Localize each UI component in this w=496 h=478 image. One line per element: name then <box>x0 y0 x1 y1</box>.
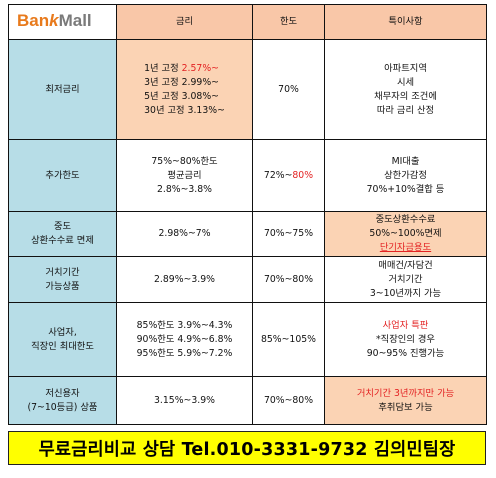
rate-line: 30년 고정 3.13%~ <box>144 104 225 116</box>
rate-line: 1년 고정 2.57%~ <box>144 62 219 74</box>
row-label-lowest-rate: 최저금리 <box>8 39 117 140</box>
rate-cell: 2.98%~7% <box>116 211 253 257</box>
notes-cell: MI대출 상한가감정 70%+10%결합 등 <box>324 139 487 212</box>
rate-cell: 3.15%~3.9% <box>116 376 253 425</box>
rate-line: 3년 고정 2.99%~ <box>144 76 219 88</box>
notes-cell: 거치기간 3년까지만 가능 후취담보 가능 <box>324 376 487 425</box>
row-label-max-limit: 사업자, 직장인 최대한도 <box>8 302 117 377</box>
limit-cell: 70% <box>252 39 325 140</box>
limit-cell: 70%~80% <box>252 376 325 425</box>
header-limit: 한도 <box>252 4 325 40</box>
notes-cell: 사업자 특판 *직장인의 경우 90~95% 진행가능 <box>324 302 487 377</box>
logo-text-k: k <box>49 10 59 30</box>
notes-cell: 중도상환수수료 50%~100%면제 단기자금용도 <box>324 211 487 257</box>
table-row: 최저금리 1년 고정 2.57%~ 3년 고정 2.99%~ 5년 고정 3.0… <box>8 39 487 140</box>
logo-text-mall: Mall <box>58 10 92 30</box>
table-row: 추가한도 75%~80%한도 평균금리 2.8%~3.8% 72%~80% MI… <box>8 139 487 212</box>
header-rate: 금리 <box>116 4 253 40</box>
bankmall-logo: Ban k Mall <box>8 4 117 40</box>
limit-cell: 85%~105% <box>252 302 325 377</box>
rate-line: 5년 고정 3.08%~ <box>144 90 219 102</box>
logo-text-bank: Ban <box>17 10 50 30</box>
row-label-additional-limit: 추가한도 <box>8 139 117 212</box>
row-label-prepayment-fee-waiver: 중도 상환수수료 면제 <box>8 211 117 257</box>
limit-cell: 70%~75% <box>252 211 325 257</box>
rate-cell: 75%~80%한도 평균금리 2.8%~3.8% <box>116 139 253 212</box>
limit-cell: 70%~80% <box>252 256 325 303</box>
rate-cell: 2.89%~3.9% <box>116 256 253 303</box>
row-label-grace-period: 거치기간 가능상품 <box>8 256 117 303</box>
table-row: 사업자, 직장인 최대한도 85%한도 3.9%~4.3% 90%한도 4.9%… <box>8 302 487 377</box>
table-row: 저신용자 (7~10등급) 상품 3.15%~3.9% 70%~80% 거치기간… <box>8 376 487 425</box>
contact-banner: 무료금리비교 상담 Tel.010-3331-9732 김의민팀장 <box>8 431 486 465</box>
row-label-low-credit: 저신용자 (7~10등급) 상품 <box>8 376 117 425</box>
notes-cell: 아파트지역 시세 채무자의 조건에 따라 금리 산정 <box>324 39 487 140</box>
rate-cell: 1년 고정 2.57%~ 3년 고정 2.99%~ 5년 고정 3.08%~ 3… <box>116 39 253 140</box>
notes-cell: 매매건/자담건 거치기간 3~10년까지 가능 <box>324 256 487 303</box>
table-row: 거치기간 가능상품 2.89%~3.9% 70%~80% 매매건/자담건 거치기… <box>8 256 487 303</box>
table-header-row: Ban k Mall 금리 한도 특이사항 <box>8 4 487 40</box>
table-row: 중도 상환수수료 면제 2.98%~7% 70%~75% 중도상환수수료 50%… <box>8 211 487 257</box>
short-term-fund-link[interactable]: 단기자금용도 <box>379 242 432 253</box>
rate-comparison-sheet: Ban k Mall 금리 한도 특이사항 최저금리 1년 고정 2.57%~ 3년… <box>8 4 487 465</box>
limit-cell: 72%~80% <box>252 139 325 212</box>
header-notes: 특이사항 <box>324 4 487 40</box>
rate-table: Ban k Mall 금리 한도 특이사항 최저금리 1년 고정 2.57%~ 3년… <box>8 4 487 425</box>
rate-cell: 85%한도 3.9%~4.3% 90%한도 4.9%~6.8% 95%한도 5.… <box>116 302 253 377</box>
